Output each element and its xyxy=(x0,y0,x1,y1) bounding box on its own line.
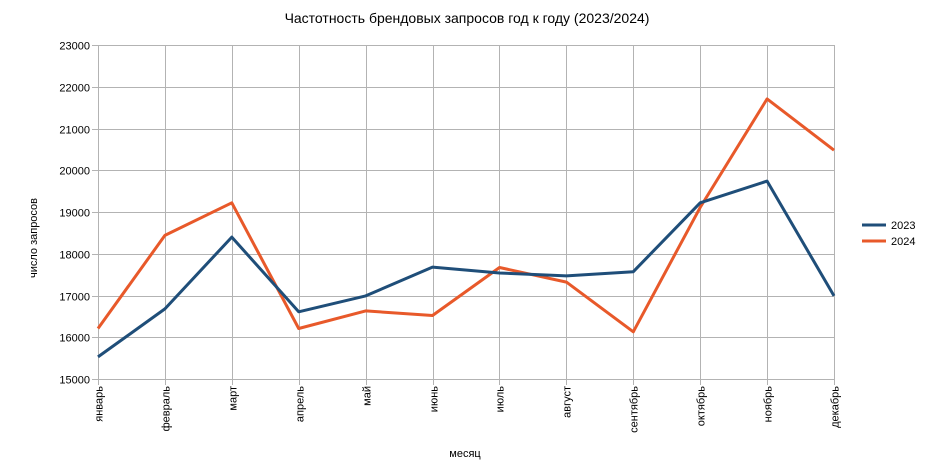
y-tick-label: 23000 xyxy=(59,41,90,53)
x-tick-label: август xyxy=(562,386,574,418)
x-tick-label: май xyxy=(362,386,374,406)
legend-label-2024: 2024 xyxy=(891,236,915,248)
axes xyxy=(98,45,834,380)
y-tick-label: 18000 xyxy=(59,250,90,262)
y-tick-label: 15000 xyxy=(59,375,90,387)
x-tick-label: февраль xyxy=(161,386,173,432)
y-tick-label: 17000 xyxy=(59,292,90,304)
series-line-2024 xyxy=(96,97,835,334)
x-tick-label: июнь xyxy=(429,386,441,412)
x-tick-labels: январь февраль март апрель май июнь июль август… xyxy=(94,386,842,433)
y-tick-label: 19000 xyxy=(59,208,90,220)
legend: 2023 2024 xyxy=(862,220,915,248)
y-tick-labels: 15000 16000 17000 18000 19000 20000 21000 22000… xyxy=(59,41,90,387)
y-tick-label: 21000 xyxy=(59,125,90,137)
x-tick-label: декабрь xyxy=(830,386,842,428)
x-tick-label: апрель xyxy=(295,386,307,422)
x-axis-title: месяц xyxy=(449,448,481,460)
chart-title: Частотность брендовых запросов год к год… xyxy=(285,10,650,26)
x-tick-label: июль xyxy=(495,386,507,413)
grid-lines xyxy=(92,45,835,385)
legend-label-2023: 2023 xyxy=(891,220,915,232)
x-tick-label: ноябрь xyxy=(763,386,775,423)
x-tick-label: сентябрь xyxy=(629,386,641,433)
series-line-2023 xyxy=(97,179,836,359)
y-axis-title: число запросов xyxy=(28,198,40,278)
x-tick-label: март xyxy=(228,386,240,411)
y-tick-label: 22000 xyxy=(59,83,90,95)
x-tick-label: январь xyxy=(94,386,106,422)
series-lines xyxy=(96,97,836,359)
y-tick-label: 16000 xyxy=(59,333,90,345)
y-tick-label: 20000 xyxy=(59,166,90,178)
x-tick-label: октябрь xyxy=(696,386,708,426)
